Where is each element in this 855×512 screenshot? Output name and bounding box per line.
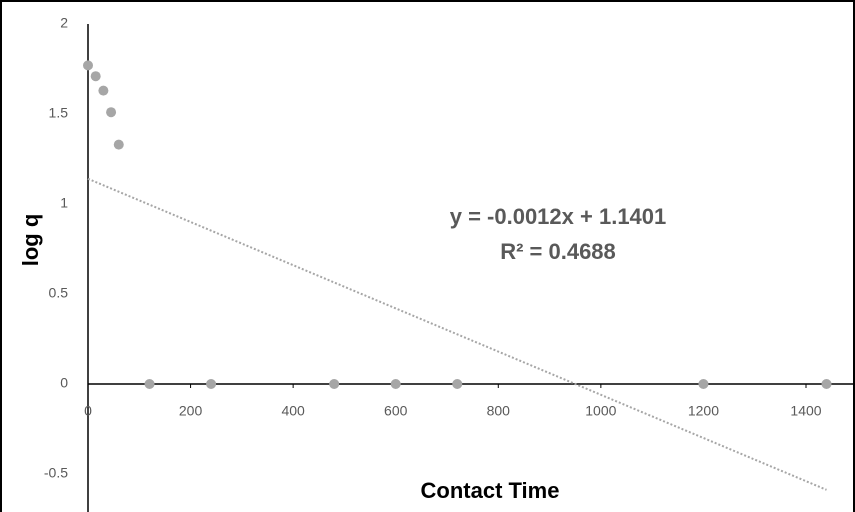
x-tick-label: 1200 (688, 403, 719, 419)
data-point (98, 85, 109, 96)
y-tick-label: 1 (60, 195, 68, 211)
y-axis-title: log q (18, 214, 43, 267)
data-point (113, 139, 124, 150)
y-tick-label: 0.5 (49, 285, 69, 301)
x-tick-label: 600 (384, 403, 408, 419)
y-tick-label: 0 (60, 375, 68, 391)
trendline-equation: y = -0.0012x + 1.1401 (450, 204, 667, 229)
data-point (390, 379, 401, 389)
x-axis-title: Contact Time (421, 478, 560, 503)
y-tick-label: -0.5 (44, 465, 68, 481)
data-point (698, 379, 709, 389)
x-tick-label: 1000 (585, 403, 616, 419)
x-tick-label: 0 (84, 403, 92, 419)
data-point (329, 379, 340, 389)
data-point (144, 379, 155, 389)
data-point (452, 379, 463, 389)
data-point (106, 107, 117, 118)
data-point (83, 60, 93, 71)
x-tick-label: 1400 (790, 403, 821, 419)
trendline (87, 177, 827, 491)
data-point (821, 379, 832, 389)
trendline-r-squared: R² = 0.4688 (500, 239, 616, 264)
x-tick-label: 200 (179, 403, 203, 419)
y-tick-label: 1.5 (49, 105, 69, 121)
x-tick-label: 800 (487, 403, 511, 419)
y-tick-label: 2 (60, 15, 68, 31)
x-tick-label: 400 (281, 403, 305, 419)
data-point (206, 379, 217, 389)
data-point (90, 71, 101, 82)
